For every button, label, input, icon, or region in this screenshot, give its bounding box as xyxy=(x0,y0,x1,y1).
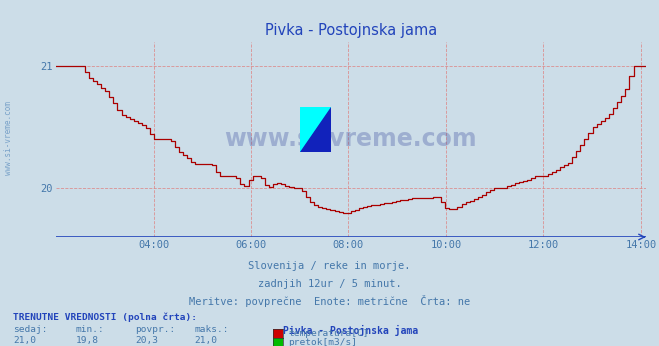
Text: -nan: -nan xyxy=(135,345,158,346)
Text: min.:: min.: xyxy=(76,325,105,334)
Text: Pivka - Postojnska jama: Pivka - Postojnska jama xyxy=(283,325,418,336)
Text: -nan: -nan xyxy=(194,345,217,346)
Text: -nan: -nan xyxy=(76,345,99,346)
Text: pretok[m3/s]: pretok[m3/s] xyxy=(288,338,357,346)
Text: sedaj:: sedaj: xyxy=(13,325,47,334)
Text: 21,0: 21,0 xyxy=(194,336,217,345)
Polygon shape xyxy=(300,107,331,152)
Text: www.si-vreme.com: www.si-vreme.com xyxy=(225,127,477,151)
Text: temperatura[C]: temperatura[C] xyxy=(288,329,368,338)
Polygon shape xyxy=(300,107,331,152)
Text: Meritve: povprečne  Enote: metrične  Črta: ne: Meritve: povprečne Enote: metrične Črta:… xyxy=(189,295,470,307)
Text: 20,3: 20,3 xyxy=(135,336,158,345)
Text: 21,0: 21,0 xyxy=(13,336,36,345)
Text: TRENUTNE VREDNOSTI (polna črta):: TRENUTNE VREDNOSTI (polna črta): xyxy=(13,312,197,321)
Text: -nan: -nan xyxy=(13,345,36,346)
Text: povpr.:: povpr.: xyxy=(135,325,175,334)
Title: Pivka - Postojnska jama: Pivka - Postojnska jama xyxy=(265,22,437,38)
Text: www.si-vreme.com: www.si-vreme.com xyxy=(4,101,13,175)
Text: zadnjih 12ur / 5 minut.: zadnjih 12ur / 5 minut. xyxy=(258,279,401,289)
Text: Slovenija / reke in morje.: Slovenija / reke in morje. xyxy=(248,261,411,271)
Text: 19,8: 19,8 xyxy=(76,336,99,345)
Text: maks.:: maks.: xyxy=(194,325,229,334)
